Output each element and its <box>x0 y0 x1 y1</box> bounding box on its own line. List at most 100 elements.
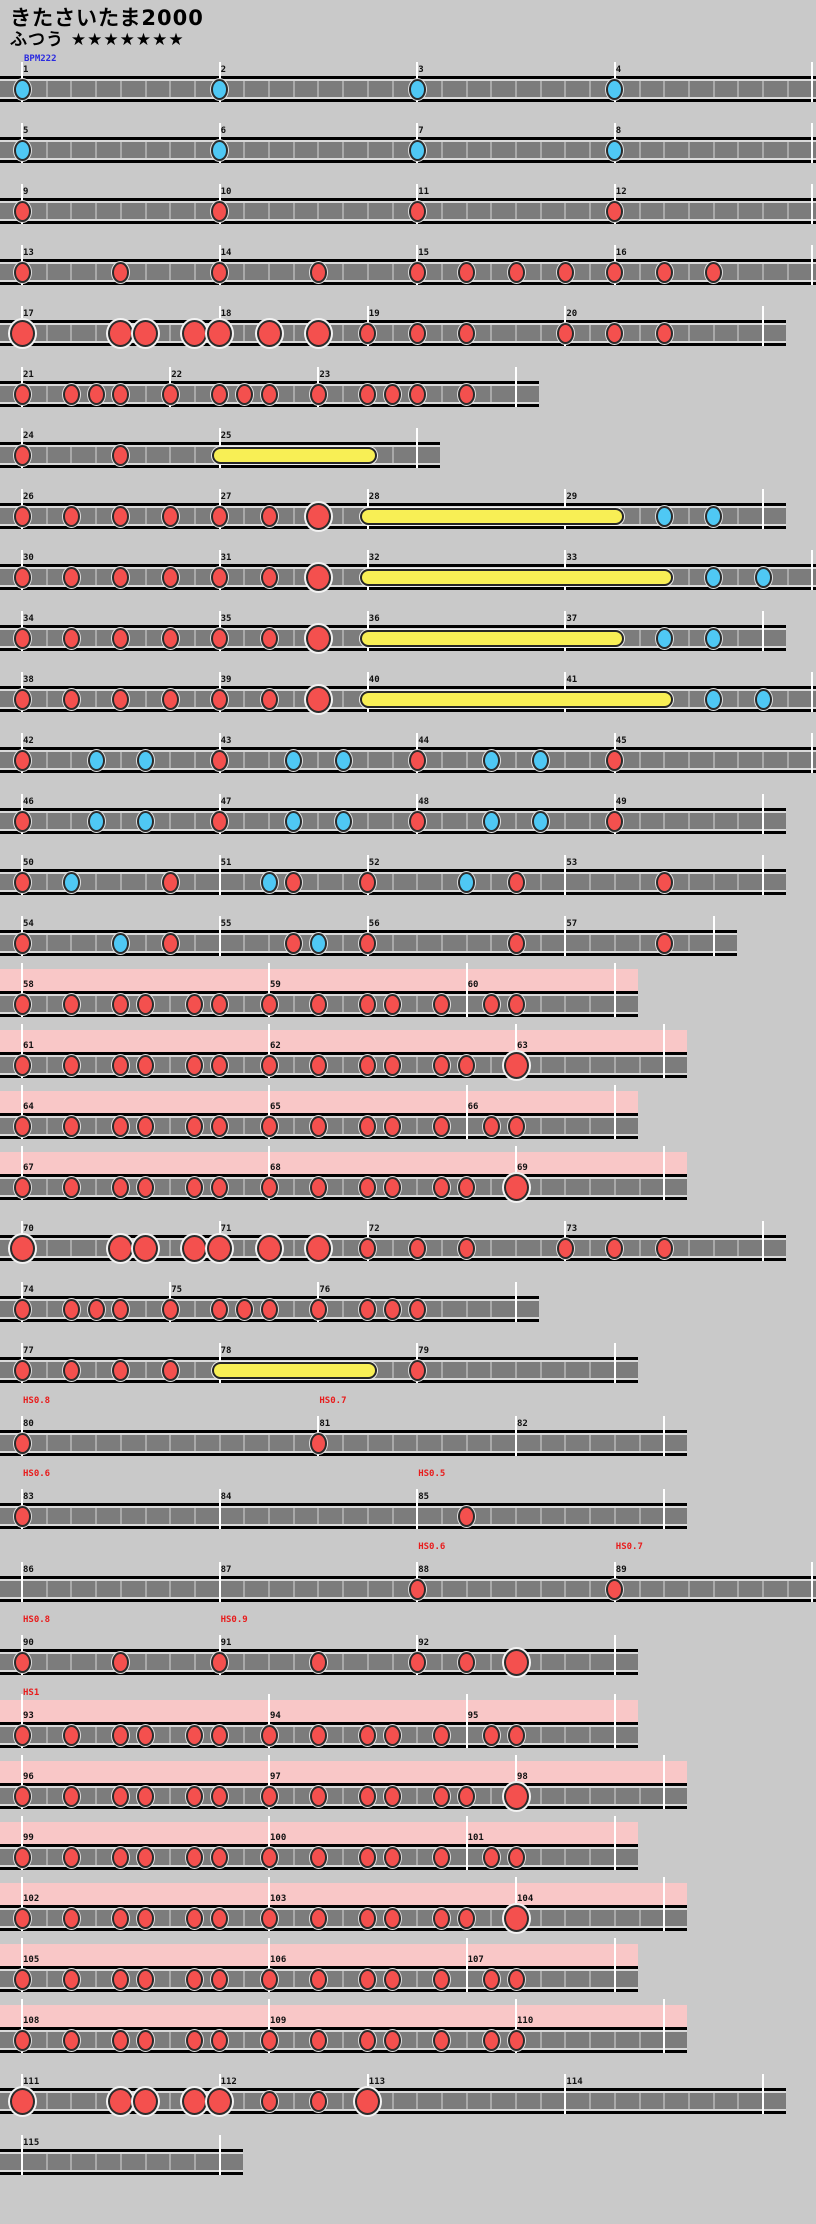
beat-cell-line <box>243 691 246 707</box>
measure-number: 105 <box>23 1955 40 1965</box>
measure-line <box>21 2135 23 2175</box>
beat-cell-line <box>45 386 48 402</box>
don-note <box>655 261 673 283</box>
beat-cell-line <box>712 81 715 97</box>
beat-cell-line <box>564 1435 567 1451</box>
beat-cell-line <box>70 2154 73 2170</box>
ka-note <box>285 749 303 771</box>
measure-number: 4 <box>615 65 622 75</box>
beat-cell-line <box>366 81 369 97</box>
don-note <box>384 1968 401 1990</box>
beat-cell-line <box>45 142 48 158</box>
ka-note <box>754 688 772 710</box>
don-note <box>13 810 31 832</box>
measure-number: 77 <box>23 1346 34 1356</box>
beat-cell-line <box>45 1581 48 1597</box>
ka-note <box>655 505 673 527</box>
beat-cell-line <box>539 1508 542 1524</box>
beat-cell-line <box>638 2032 641 2048</box>
measure-number: 6 <box>220 126 227 136</box>
measure-line <box>21 1938 23 1992</box>
measure-line <box>663 1416 666 1456</box>
don-note <box>482 1968 500 1990</box>
beat-cell-line <box>119 2154 122 2170</box>
measure-line <box>663 1999 666 2053</box>
beat-cell-line <box>144 1654 147 1670</box>
beat-cell-line <box>638 264 641 280</box>
don-note <box>112 1724 130 1746</box>
measure-number: 7 <box>418 126 424 136</box>
beat-cell-line <box>193 203 196 219</box>
beat-cell-line <box>243 1435 246 1451</box>
beat-cell-line <box>45 1788 48 1804</box>
don-note <box>507 1846 525 1868</box>
beat-cell-line <box>589 325 592 341</box>
beat-cell-line <box>243 2093 246 2109</box>
beat-cell-line <box>342 2032 345 2048</box>
don-note <box>408 1651 426 1673</box>
beat-cell-line <box>292 1910 295 1926</box>
beat-cell-line <box>144 935 147 951</box>
beat-cell-line <box>391 264 394 280</box>
beat-cell-line <box>786 569 789 585</box>
beat-cell-line <box>243 142 246 158</box>
beat-cell-line <box>712 1581 715 1597</box>
beat-cell-line <box>564 81 567 97</box>
chart-row: 102 103 104 <box>0 1877 688 1932</box>
don-note <box>13 383 31 405</box>
beat-cell-line <box>638 1240 641 1256</box>
beat-cell-line <box>144 81 147 97</box>
beat-cell-line <box>292 264 295 280</box>
beat-cell-line <box>440 1581 443 1597</box>
beat-cell-line <box>45 1118 48 1134</box>
measure-line <box>663 1877 666 1931</box>
don-note <box>62 1115 80 1137</box>
beat-cell-line <box>70 2093 73 2109</box>
measure-number: 101 <box>467 1833 484 1843</box>
measure-number: 30 <box>23 553 34 563</box>
beat-cell-line <box>440 1362 443 1378</box>
beat-cell-line <box>490 386 493 402</box>
beat-cell-line <box>564 1971 567 1987</box>
ka-note <box>62 871 80 893</box>
beat-cell-line <box>95 1362 98 1378</box>
beat-cell-line <box>144 1581 147 1597</box>
beat-cell-line <box>342 1654 345 1670</box>
chart-row: 30 31 32 33 <box>0 542 816 591</box>
beat-cell-line <box>45 447 48 463</box>
chart-row: 61 62 63 <box>0 1024 688 1079</box>
measure-number: 26 <box>23 492 34 502</box>
note-lane-bar <box>0 76 816 102</box>
beat-cell-line <box>737 264 740 280</box>
don-note <box>359 1846 377 1868</box>
don-note <box>384 1724 401 1746</box>
don-note <box>309 2029 327 2051</box>
measure-line <box>21 1085 23 1139</box>
measure-line <box>663 1146 666 1200</box>
measure-line <box>613 963 616 1017</box>
beat-cell-line <box>243 569 246 585</box>
beat-cell-line <box>638 142 641 158</box>
measure-number: 66 <box>467 1102 479 1112</box>
measure-number: 19 <box>368 309 380 319</box>
measure-number: 10 <box>220 187 232 197</box>
beat-cell-line <box>515 1240 517 1256</box>
don-note <box>482 2029 500 2051</box>
beat-cell-line <box>515 81 517 97</box>
don-note <box>260 1907 278 1929</box>
beat-cell-line <box>490 325 493 341</box>
beat-cell-line <box>490 1788 493 1804</box>
don-note <box>161 383 179 405</box>
beat-cell-line <box>786 264 789 280</box>
beat-cell-line <box>490 1301 493 1317</box>
beat-cell-line <box>589 1654 592 1670</box>
beat-cell-line <box>45 1057 48 1073</box>
beat-cell-line <box>95 2093 98 2109</box>
beat-cell-line <box>45 2093 48 2109</box>
big-don-note <box>9 2087 35 2115</box>
beat-cell-line <box>440 2093 443 2109</box>
measure-line <box>268 1024 270 1078</box>
beat-cell-line <box>342 203 345 219</box>
note-lane-bar <box>0 1503 688 1529</box>
beat-cell-line <box>515 203 517 219</box>
